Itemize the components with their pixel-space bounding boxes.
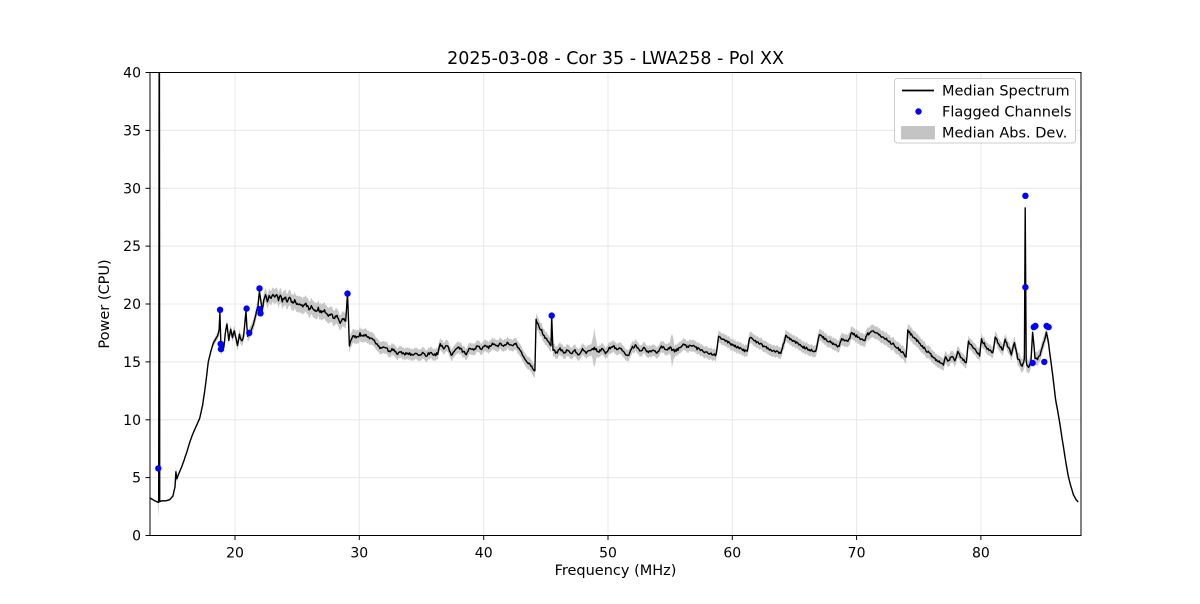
y-tick-label: 20 xyxy=(123,297,141,313)
y-tick-label: 5 xyxy=(132,471,141,487)
flagged-channel-dot xyxy=(246,329,253,337)
flagged-channel-dot xyxy=(217,340,224,348)
flagged-channels-points xyxy=(155,192,1052,472)
y-tick-label: 35 xyxy=(123,123,141,139)
y-tick-label: 15 xyxy=(123,355,141,371)
y-tick-label: 40 xyxy=(123,66,141,82)
x-axis-label: Frequency (MHz) xyxy=(555,563,677,579)
flagged-channel-dot xyxy=(1041,358,1048,366)
flagged-channel-dot xyxy=(216,306,224,313)
legend-dot-sample xyxy=(915,108,922,115)
flagged-channel-dot xyxy=(243,305,250,312)
median-spectrum-line xyxy=(150,72,1079,504)
axis-ticks: 20 30 40 50 60 70 80 0 5 10 15 20 25 30 35 40 xyxy=(123,66,990,562)
flagged-channel-dot xyxy=(1022,192,1029,199)
flagged-channel-dot xyxy=(344,290,351,297)
legend-label-mad: Median Abs. Dev. xyxy=(942,126,1067,142)
legend-box xyxy=(894,78,1076,144)
flagged-channel-dot xyxy=(548,312,555,319)
flagged-channel-dot xyxy=(1045,323,1052,331)
median-spectrum-path xyxy=(150,72,1079,504)
x-tick-label: 30 xyxy=(350,546,368,562)
flagged-channel-dot xyxy=(1029,359,1036,367)
y-tick-label: 0 xyxy=(132,529,141,545)
flagged-channel-dot xyxy=(1032,322,1039,330)
legend-band-sample xyxy=(901,126,935,140)
flagged-channel-dot xyxy=(155,465,162,472)
legend-label-median-spectrum: Median Spectrum xyxy=(942,84,1070,100)
y-tick-label: 30 xyxy=(123,181,141,197)
plot-title: 2025-03-08 - Cor 35 - LWA258 - Pol XX xyxy=(447,49,784,69)
flagged-channel-dot xyxy=(217,345,225,353)
x-tick-label: 70 xyxy=(848,546,866,562)
flagged-channel-dot xyxy=(257,310,264,317)
y-tick-label: 10 xyxy=(123,413,141,429)
flagged-channel-dot xyxy=(1022,284,1029,291)
x-tick-label: 40 xyxy=(475,546,493,562)
x-tick-label: 80 xyxy=(972,546,990,562)
flagged-channel-dot xyxy=(256,285,263,292)
legend-label-flagged-channels: Flagged Channels xyxy=(942,105,1071,121)
x-tick-label: 20 xyxy=(226,546,244,562)
legend: Median Spectrum Flagged Channels Median … xyxy=(894,78,1076,144)
y-axis-label: Power (CPU) xyxy=(97,259,113,348)
y-tick-label: 25 xyxy=(123,239,141,255)
x-tick-label: 60 xyxy=(723,546,741,562)
x-tick-label: 50 xyxy=(599,546,617,562)
